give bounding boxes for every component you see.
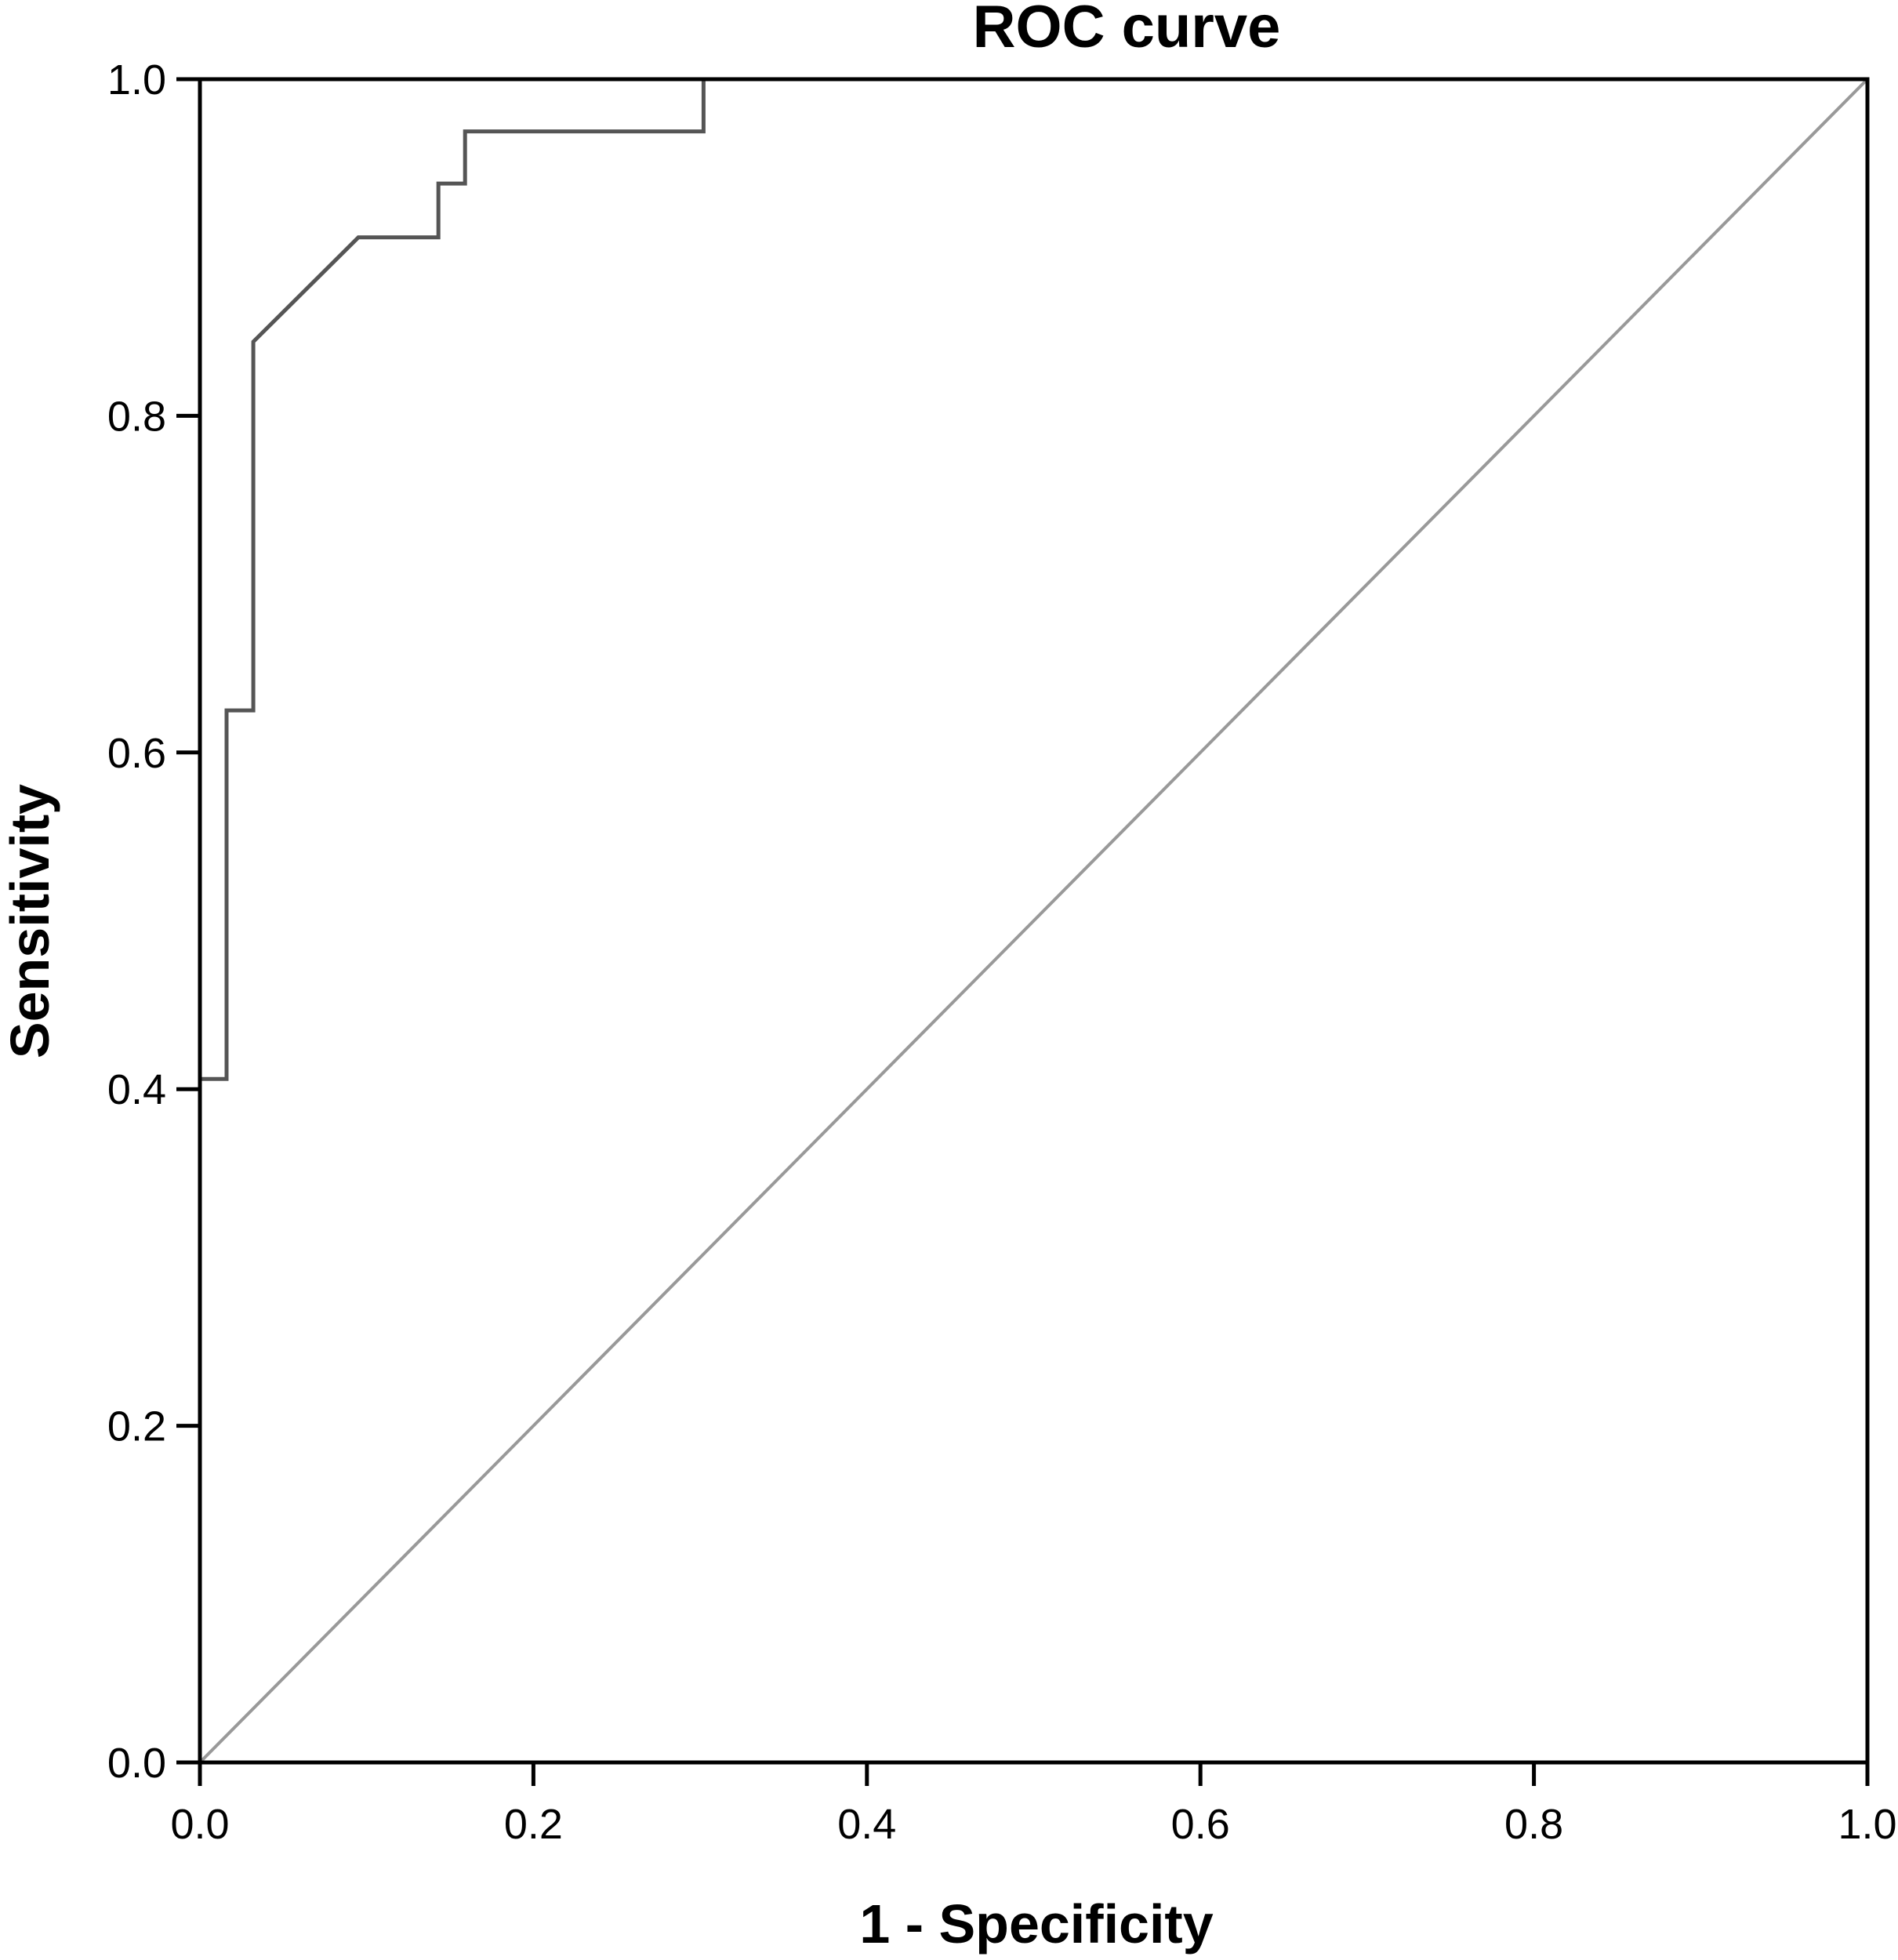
x-tick-label: 0.4 — [837, 1801, 896, 1848]
roc-curve-line — [198, 77, 1867, 1762]
plot-frame — [198, 77, 1870, 1765]
series-layer — [198, 77, 1869, 1764]
x-tick-label: 0.0 — [170, 1801, 229, 1848]
x-tick-label: 1.0 — [1838, 1801, 1896, 1848]
chart-title: ROC curve — [973, 0, 1281, 60]
y-tick-label: 0.0 — [107, 1740, 166, 1787]
x-tick-label: 0.6 — [1171, 1801, 1230, 1848]
x-axis: 0.0 0.2 0.4 0.6 0.8 1.0 — [170, 1762, 1897, 1848]
reference-diagonal-line — [198, 78, 1869, 1764]
y-tick-label: 0.6 — [107, 730, 166, 777]
x-axis-label: 1 - Specificity — [859, 1893, 1213, 1955]
y-axis: 0.0 0.2 0.4 0.6 0.8 1.0 — [107, 56, 200, 1787]
y-tick-label: 0.8 — [107, 393, 166, 440]
y-tick-label: 0.2 — [107, 1403, 166, 1450]
y-tick-label: 1.0 — [107, 56, 166, 103]
x-tick-label: 0.2 — [504, 1801, 563, 1848]
y-tick-label: 0.4 — [107, 1066, 166, 1113]
y-axis-label: Sensitivity — [0, 784, 60, 1058]
x-tick-label: 0.8 — [1504, 1801, 1563, 1848]
